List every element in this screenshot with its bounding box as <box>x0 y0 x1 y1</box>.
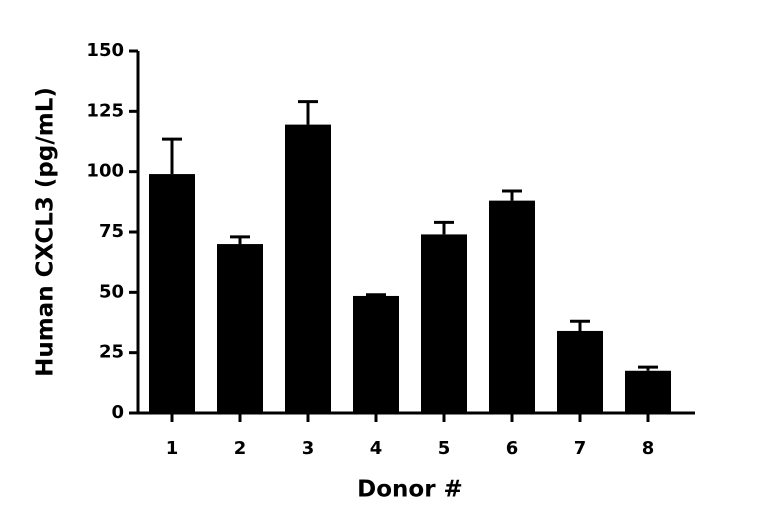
y-tick-label: 50 <box>99 281 124 302</box>
bar <box>489 200 535 413</box>
bar <box>149 174 195 413</box>
bar <box>353 295 399 413</box>
bar <box>625 370 671 413</box>
error-bar <box>366 293 386 297</box>
x-tick-label: 7 <box>574 438 587 459</box>
error-bar <box>638 365 658 371</box>
y-tick-label: 75 <box>99 221 124 242</box>
error-bar <box>570 319 590 331</box>
x-tick-label: 4 <box>370 438 383 459</box>
error-bar <box>230 235 250 245</box>
y-axis-label: Human CXCL3 (pg/mL) <box>33 87 59 377</box>
bar <box>217 244 263 413</box>
error-bar <box>502 189 522 201</box>
y-tick-label: 0 <box>111 402 124 423</box>
y-tick-label: 150 <box>86 40 124 61</box>
x-tick-label: 8 <box>642 438 655 459</box>
y-tick-label: 100 <box>86 161 124 182</box>
error-bar <box>162 137 182 175</box>
bar <box>557 330 603 413</box>
x-tick-label: 1 <box>166 438 179 459</box>
x-axis-label: Donor # <box>357 477 463 503</box>
bar <box>285 124 331 414</box>
x-tick-label: 3 <box>302 438 315 459</box>
y-tick-label: 125 <box>86 100 124 121</box>
error-bar <box>298 100 318 125</box>
x-tick-label: 5 <box>438 438 451 459</box>
x-tick-label: 6 <box>506 438 519 459</box>
bar <box>421 234 467 413</box>
error-bar <box>434 220 454 235</box>
y-tick-label: 25 <box>99 342 124 363</box>
x-tick-label: 2 <box>234 438 247 459</box>
